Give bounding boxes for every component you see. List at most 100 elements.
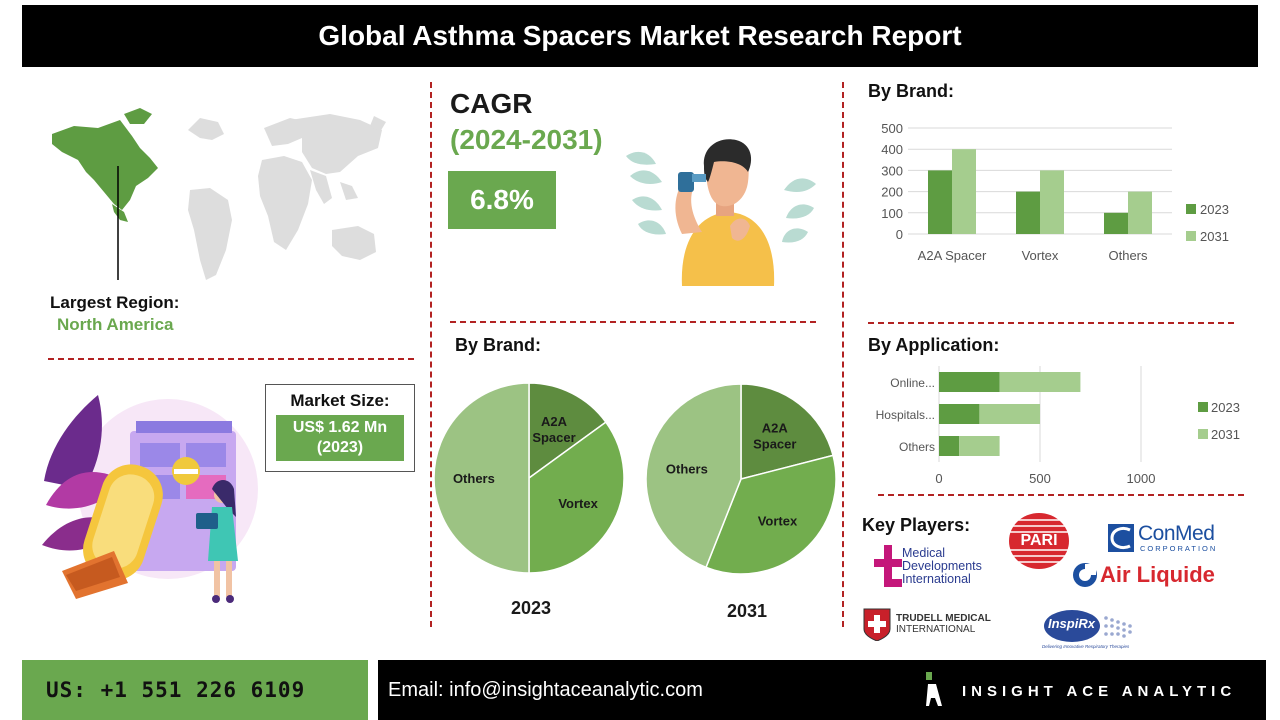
footer-email[interactable]: Email: info@insightaceanalytic.com [388,678,703,701]
key-players-heading: Key Players: [862,515,971,535]
legend-label: 2023 [1211,400,1240,415]
pie-label: Others [453,471,495,486]
pie-year-2023: 2023 [511,598,552,618]
bar-2023 [928,170,952,234]
logo-conmed: ConMed CORPORATION [1108,522,1224,554]
legend-label: 2031 [1211,427,1240,442]
footer-brand-name: INSIGHT ACE ANALYTIC [962,683,1237,700]
trudell-line-1: TRUDELL MEDICAL [896,613,991,624]
cagr-value: 6.8% [448,171,556,229]
bar-2031 [959,436,1000,456]
mdi-cross-icon [874,545,902,587]
pie-slice-a2a-spacer [528,382,607,480]
x-tick-label: 0 [935,471,942,486]
insight-ace-logo-icon [926,672,942,706]
divider-horizontal-middle [450,321,816,323]
divider-horizontal-right-bottom [878,494,1244,496]
pie-label: Vortex [758,513,798,528]
mdi-line-1: Medical [902,546,946,560]
pie-slice-vortex [528,421,625,574]
air-liquide-mark-icon [1073,563,1097,587]
divider-horizontal-right-top [868,322,1234,324]
pie-label: Spacer [753,436,796,451]
page-title: Global Asthma Spacers Market Research Re… [22,5,1258,67]
divider-horizontal-left [48,358,414,360]
y-tick-label: 0 [896,227,903,242]
brand-bar-chart: 0 100 200 300 400 500 A2A Spacer Vortex Others 20… [881,121,1229,263]
world-map [52,108,386,280]
legend-swatch [1186,231,1196,241]
footer-phone[interactable]: US: +1 551 226 6109 [22,660,368,720]
trudell-line-2: INTERNATIONAL [896,624,976,635]
x-tick-label: 500 [1029,471,1051,486]
inspirx-text: InspiRx [1048,616,1095,631]
mdi-line-2: Developments [902,559,982,573]
region-label: Largest Region: [50,293,180,312]
brand-bar-heading: By Brand: [868,81,955,101]
y-tick-label: 400 [881,142,903,157]
conmed-mark-icon [1108,524,1134,552]
market-size-label: Market Size: [290,391,390,410]
logo-pari: PARI [1008,512,1070,570]
x-tick-label: A2A Spacer [918,248,987,263]
inspirx-tagline: Delivering Innovative Respiratory Therap… [1042,644,1130,649]
legend-swatch [1198,402,1208,412]
logo-trudell: TRUDELL MEDICAL INTERNATIONAL [862,607,1002,641]
cagr-period: (2024-2031) [450,124,603,155]
bar-2023 [1104,212,1128,234]
bar-2031 [979,404,1040,424]
y-tick-label: Others [899,440,935,454]
market-size-value: US$ 1.62 Mn [292,419,388,436]
y-tick-label: 100 [881,206,903,221]
bar-2023 [939,372,1000,392]
inhaler-illustration [42,395,258,603]
pie-slice-others [645,383,742,569]
divider-vertical-right [842,82,844,627]
pie-label: A2A [541,414,568,429]
cagr-title: CAGR [450,88,533,119]
legend-swatch [1186,204,1196,214]
inspirx-mark-icon [1044,610,1132,642]
pie-label: Vortex [558,496,598,511]
bar-2031 [1128,191,1152,234]
legend-swatch [1198,429,1208,439]
y-tick-label: 500 [881,121,903,136]
pie-label: Spacer [532,430,575,445]
region-value: North America [57,315,174,334]
pie-slice-vortex [705,454,837,575]
bar-2031 [999,372,1081,392]
conmed-sub: CORPORATION [1140,544,1218,553]
legend-label: 2031 [1200,229,1229,244]
pari-logo-icon [1009,513,1069,569]
pari-text: PARI [1020,532,1058,549]
bar-2023 [939,404,980,424]
logo-air-liquide: Air Liquide [1072,562,1222,592]
logo-inspirx: InspiRx Delivering Innovative Respirator… [1042,608,1142,658]
bar-2031 [1040,170,1064,234]
brand-pie-heading: By Brand: [455,335,542,355]
pie-slice-a2a-spacer [740,383,834,480]
bar-2031 [952,149,976,234]
pie-label: A2A [762,420,789,435]
market-size-value-box: US$ 1.62 Mn (2023) [276,415,404,461]
mdi-line-3: International [902,572,971,586]
man-inhaler-illustration [626,126,816,290]
y-tick-label: Hospitals... [876,408,935,422]
bar-2023 [939,436,960,456]
divider-vertical-left [430,82,432,627]
application-bar-chart: 0 500 1000 Online... Hospitals... Others 2023 2… [876,366,1240,486]
y-tick-label: 200 [881,185,903,200]
y-tick-label: 300 [881,163,903,178]
pie-label: Others [666,462,708,477]
pie-year-2031: 2031 [727,601,768,621]
logo-medical-developments: Medical Developments International [874,545,1004,593]
conmed-text: ConMed [1138,522,1215,545]
bar-2023 [1016,191,1040,234]
legend-label: 2023 [1200,202,1229,217]
pie-slice-others [433,382,530,574]
x-tick-label: Others [1108,248,1148,263]
application-heading: By Application: [868,335,1000,355]
market-size-box: Market Size: US$ 1.62 Mn (2023) [265,384,415,472]
